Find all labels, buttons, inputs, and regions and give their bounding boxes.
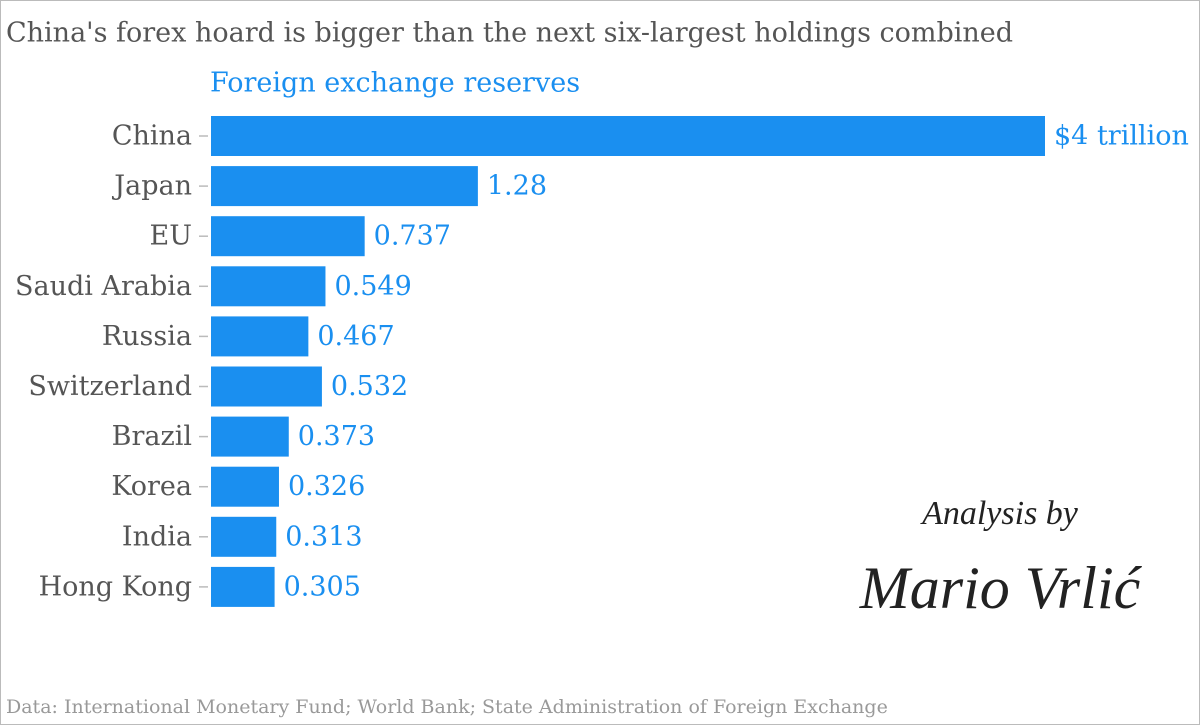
bar [211,316,309,357]
source-note: Data: International Monetary Fund; World… [6,696,888,718]
bar [211,366,322,407]
bar [211,166,478,207]
value-label: 1.28 [487,171,547,202]
signature-line: Analysis by [920,495,1079,532]
bar [211,216,365,257]
value-label: 0.313 [285,521,362,552]
value-label: 0.373 [298,421,375,452]
category-label: Hong Kong [39,571,192,602]
value-label: 0.305 [284,571,361,602]
category-label: Korea [111,471,192,502]
category-label: China [112,121,192,152]
category-label: Brazil [112,421,192,452]
category-label: EU [150,221,192,252]
chart-subtitle: Foreign exchange reserves [210,68,580,99]
bar [211,116,1045,156]
category-label: Saudi Arabia [15,271,192,302]
value-label: 0.549 [334,271,411,302]
value-label: 0.326 [288,471,365,502]
value-label: 0.532 [331,371,408,402]
value-label: 0.737 [374,221,451,252]
value-label: 0.467 [317,321,394,352]
bar [211,466,279,507]
category-label: Switzerland [28,371,192,402]
chart-title: China's forex hoard is bigger than the n… [6,18,1013,49]
category-label: Russia [102,321,192,352]
bar [211,416,289,457]
category-label: Japan [111,171,192,202]
category-label: India [122,521,192,552]
signature-name: Mario Vrlić [859,555,1143,621]
bar [211,266,326,307]
bar [211,516,277,557]
value-label: $4 trillion [1054,121,1189,152]
bar [211,566,275,607]
